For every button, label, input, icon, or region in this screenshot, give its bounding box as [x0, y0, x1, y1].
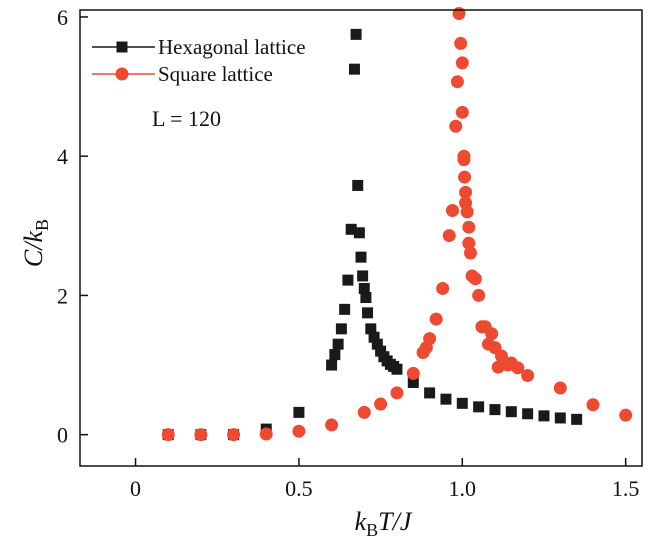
data-point-hexagonal	[360, 292, 372, 304]
data-point-hexagonal	[424, 387, 436, 399]
data-point-square	[325, 418, 339, 432]
data-point-hexagonal	[326, 359, 338, 371]
y-tick-label: 4	[57, 144, 68, 169]
series-square-lattice	[161, 6, 633, 442]
data-point-hexagonal	[362, 307, 374, 319]
data-point-hexagonal	[375, 345, 387, 357]
data-point-square	[194, 428, 208, 442]
x-tick-label: 0	[130, 476, 141, 501]
data-point-square	[472, 288, 486, 302]
data-point-square	[292, 424, 306, 438]
data-point-hexagonal	[353, 227, 365, 239]
data-point-square	[458, 170, 472, 184]
data-point-hexagonal	[293, 406, 305, 418]
data-point-hexagonal	[554, 412, 566, 424]
x-axis-title: kBT/J	[355, 507, 413, 540]
y-tick-label: 0	[57, 423, 68, 448]
x-tick-label: 1.0	[449, 476, 477, 501]
data-point-square	[227, 428, 241, 442]
legend-hexagonal-marker	[116, 41, 128, 53]
data-point-square	[462, 220, 476, 234]
data-point-square	[259, 427, 273, 441]
data-point-square	[495, 349, 508, 363]
data-point-square	[511, 361, 525, 375]
data-point-hexagonal	[358, 282, 370, 294]
data-point-hexagonal	[335, 323, 347, 335]
data-point-square	[491, 360, 505, 374]
data-point-square	[406, 366, 420, 380]
data-point-square	[390, 386, 404, 400]
legend-square-label: Square lattice	[158, 62, 273, 86]
data-point-hexagonal	[505, 406, 517, 418]
data-point-hexagonal	[342, 274, 354, 286]
data-point-hexagonal	[371, 338, 383, 350]
data-point-hexagonal	[456, 397, 468, 409]
x-tick-label: 0.5	[285, 476, 313, 501]
data-point-square	[485, 327, 499, 341]
data-point-square	[460, 205, 474, 219]
data-point-square	[452, 6, 466, 20]
legend-item-hexagonal: Hexagonal lattice	[92, 35, 306, 59]
data-point-square	[521, 368, 535, 382]
data-point-hexagonal	[365, 323, 377, 335]
data-point-hexagonal	[355, 251, 367, 263]
data-point-square	[457, 153, 471, 167]
data-point-square	[357, 405, 371, 419]
data-point-hexagonal	[522, 408, 534, 420]
data-point-square	[455, 105, 469, 119]
data-point-square	[423, 332, 437, 346]
data-point-hexagonal	[357, 270, 369, 282]
x-tick-label: 1.5	[612, 476, 640, 501]
data-point-square	[619, 408, 633, 422]
y-axis-title: C/kB	[19, 219, 52, 267]
data-point-square	[450, 75, 464, 89]
data-point-square	[429, 312, 443, 326]
data-point-square	[462, 236, 476, 250]
legend-hexagonal-label: Hexagonal lattice	[158, 35, 306, 59]
legend-square-marker	[115, 67, 129, 81]
data-point-square	[436, 281, 450, 295]
data-point-square	[455, 56, 469, 70]
data-point-hexagonal	[352, 179, 364, 191]
data-point-hexagonal	[345, 223, 357, 235]
x-axis-ticks: 0 0.5 1.0 1.5	[130, 458, 639, 501]
data-point-square	[374, 397, 388, 411]
legend: Hexagonal lattice Square lattice	[92, 35, 306, 86]
data-point-square	[161, 428, 175, 442]
data-point-square	[442, 229, 456, 243]
legend-item-square: Square lattice	[92, 62, 273, 86]
data-point-square	[586, 398, 600, 412]
data-point-hexagonal	[368, 331, 380, 343]
data-point-hexagonal	[332, 338, 344, 350]
y-tick-label: 6	[57, 5, 68, 30]
data-marks	[161, 6, 633, 442]
data-point-hexagonal	[489, 404, 501, 416]
y-tick-label: 2	[57, 283, 68, 308]
data-point-square	[468, 272, 482, 286]
data-point-hexagonal	[350, 28, 362, 40]
data-point-square	[454, 36, 468, 50]
data-point-hexagonal	[329, 349, 341, 361]
data-point-square	[459, 185, 473, 199]
data-point-square	[553, 381, 567, 395]
y-axis-ticks: 0 2 4 6	[57, 5, 88, 448]
data-point-hexagonal	[348, 63, 360, 75]
data-point-hexagonal	[391, 363, 403, 375]
annotation-system-size: L = 120	[152, 106, 221, 131]
data-point-square	[463, 246, 477, 260]
data-point-hexagonal	[473, 401, 485, 413]
data-point-hexagonal	[407, 376, 419, 388]
data-point-hexagonal	[339, 303, 351, 315]
plot-frame	[79, 9, 643, 467]
data-point-hexagonal	[538, 410, 550, 422]
data-point-square	[445, 204, 459, 218]
data-point-hexagonal	[571, 413, 583, 425]
series-hexagonal-lattice	[162, 28, 583, 441]
data-point-square	[449, 119, 463, 133]
data-point-hexagonal	[440, 393, 452, 405]
